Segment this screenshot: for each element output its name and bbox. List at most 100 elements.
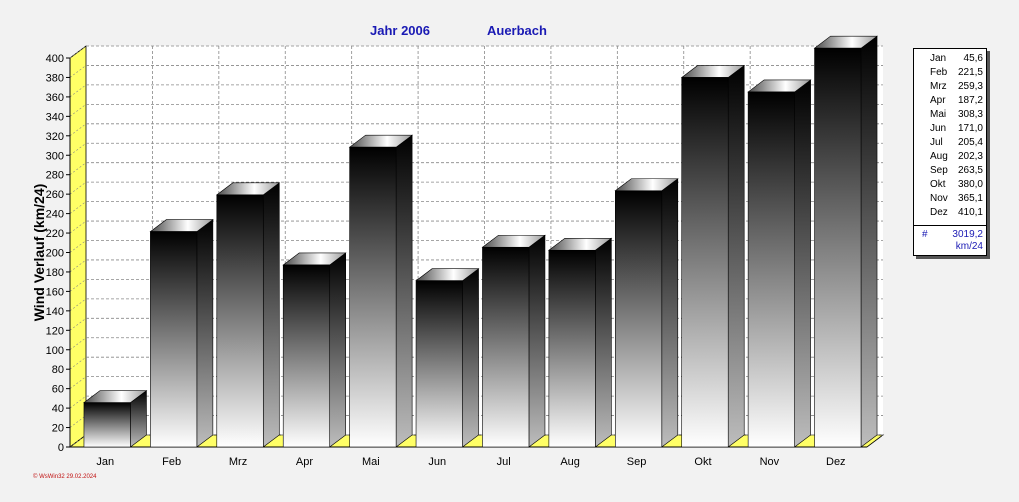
y-tick-label: 120 bbox=[46, 325, 64, 337]
y-tick-label: 340 bbox=[46, 111, 64, 123]
bar bbox=[614, 190, 663, 448]
y-tick-label: 240 bbox=[46, 209, 64, 221]
x-tick-label: Sep bbox=[627, 456, 647, 468]
legend-item-month: Jun bbox=[930, 123, 947, 134]
legend-item-value: 365,1 bbox=[957, 193, 983, 204]
bar bbox=[216, 194, 264, 448]
bar-side bbox=[794, 79, 811, 448]
y-tick-label: 0 bbox=[58, 442, 64, 454]
bar-side bbox=[329, 252, 347, 448]
bar-side bbox=[860, 35, 878, 448]
bar-side bbox=[395, 134, 413, 448]
legend-total-unit: km/24 bbox=[955, 241, 983, 252]
grid-line-side bbox=[69, 415, 87, 428]
y-tick-label: 100 bbox=[46, 345, 64, 357]
legend-item-value: 259,3 bbox=[957, 81, 983, 92]
grid-line-side bbox=[69, 395, 87, 409]
y-tick-label: 360 bbox=[46, 92, 64, 104]
bar-side bbox=[727, 64, 745, 448]
legend-total-symbol: # bbox=[922, 229, 928, 240]
grid-line-side bbox=[69, 240, 87, 253]
legend-item-month: Apr bbox=[930, 95, 946, 106]
y-tick-label: 320 bbox=[46, 131, 64, 143]
grid-line-side bbox=[69, 162, 87, 175]
x-tick-label: Mai bbox=[362, 456, 380, 468]
legend-item-month: Jul bbox=[930, 137, 943, 148]
y-tick-label: 280 bbox=[46, 170, 64, 182]
y-tick-label: 80 bbox=[52, 364, 64, 376]
legend-total-row: # 3019,2 bbox=[914, 229, 986, 243]
grid-line-side bbox=[69, 123, 87, 137]
grid-line-side bbox=[69, 434, 87, 448]
legend-box: Jan 45,6 Feb 221,5 Mrz 259,3 Apr 187,2 Mai 308,3 J… bbox=[913, 48, 987, 256]
legend-item-value: 205,4 bbox=[957, 137, 983, 148]
legend-item-value: 308,3 bbox=[957, 109, 983, 120]
bar bbox=[282, 264, 331, 448]
legend-item-month: Feb bbox=[930, 67, 948, 78]
y-tick-label: 160 bbox=[46, 286, 64, 298]
x-tick-label: Jul bbox=[497, 456, 511, 468]
y-axis-title: Wind Verlauf (km/24) bbox=[31, 184, 47, 322]
legend-item-month: Nov bbox=[930, 193, 948, 204]
bar bbox=[747, 91, 795, 448]
legend-item-month: Aug bbox=[930, 151, 948, 162]
grid-line-side bbox=[69, 104, 87, 117]
legend-item: Mai 308,3 bbox=[914, 109, 986, 123]
x-tick-label: Aug bbox=[560, 456, 580, 468]
grid-line-side bbox=[69, 143, 87, 156]
legend-item: Nov 365,1 bbox=[914, 193, 986, 207]
grid-line-side bbox=[69, 84, 87, 98]
grid-line-side bbox=[69, 220, 87, 234]
legend-item-value: 45,6 bbox=[963, 53, 983, 64]
grid-line-side bbox=[69, 318, 87, 331]
bar-side bbox=[595, 237, 612, 448]
legend-item: Mrz 259,3 bbox=[914, 81, 986, 95]
legend-item: Aug 202,3 bbox=[914, 151, 986, 165]
y-tick-label: 180 bbox=[46, 267, 64, 279]
bar-side bbox=[528, 234, 546, 448]
legend-separator bbox=[914, 225, 986, 226]
y-tick-label: 400 bbox=[46, 53, 64, 65]
x-tick-label: Apr bbox=[296, 456, 313, 468]
legend-item-month: Dez bbox=[930, 207, 948, 218]
bar bbox=[548, 249, 596, 448]
grid-line-side bbox=[69, 65, 87, 78]
bar-side bbox=[196, 218, 214, 448]
bar bbox=[482, 246, 530, 448]
x-tick-label: Feb bbox=[162, 456, 181, 468]
legend-item: Dez 410,1 bbox=[914, 207, 986, 221]
legend-item: Jan 45,6 bbox=[914, 53, 986, 67]
legend-item-value: 410,1 bbox=[957, 207, 983, 218]
legend-item: Feb 221,5 bbox=[914, 67, 986, 81]
chart-title: Jahr 2006 bbox=[370, 23, 430, 38]
grid-line-side bbox=[69, 259, 87, 273]
y-tick-label: 140 bbox=[46, 306, 64, 318]
bar bbox=[150, 231, 198, 448]
bar bbox=[349, 146, 397, 448]
bar bbox=[83, 402, 131, 448]
bar-side bbox=[262, 182, 280, 448]
y-tick-label: 60 bbox=[52, 384, 64, 396]
grid-line-side bbox=[69, 181, 87, 195]
y-tick-label: 300 bbox=[46, 150, 64, 162]
legend-item-month: Mrz bbox=[930, 81, 947, 92]
bar bbox=[415, 280, 463, 448]
legend-item-value: 171,0 bbox=[957, 123, 983, 134]
x-tick-label: Nov bbox=[760, 456, 780, 468]
x-tick-label: Okt bbox=[694, 456, 711, 468]
legend-item: Jun 171,0 bbox=[914, 123, 986, 137]
legend-item: Jul 205,4 bbox=[914, 137, 986, 151]
bar-side bbox=[661, 178, 679, 448]
legend-item-value: 380,0 bbox=[957, 179, 983, 190]
y-tick-label: 380 bbox=[46, 72, 64, 84]
legend-total-value: 3019,2 bbox=[952, 229, 983, 240]
legend-item: Okt 380,0 bbox=[914, 179, 986, 193]
legend-item-value: 221,5 bbox=[957, 67, 983, 78]
x-tick-label: Jun bbox=[428, 456, 446, 468]
legend-item: Apr 187,2 bbox=[914, 95, 986, 109]
grid-line-side bbox=[69, 45, 87, 59]
y-tick-label: 200 bbox=[46, 248, 64, 260]
y-tick-label: 260 bbox=[46, 189, 64, 201]
grid-line-side bbox=[69, 356, 87, 370]
